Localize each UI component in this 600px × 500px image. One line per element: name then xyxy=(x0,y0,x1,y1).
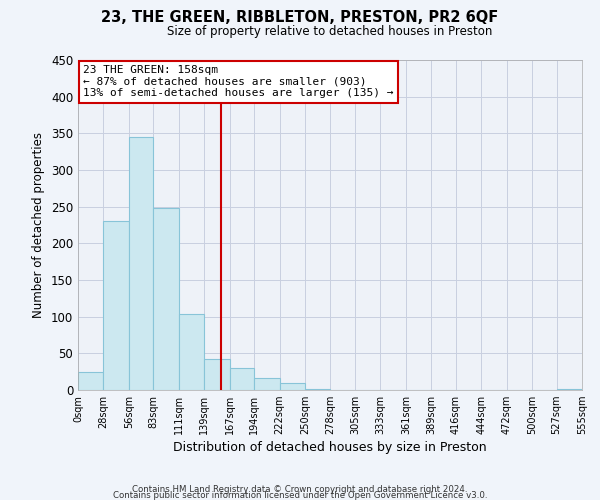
Bar xyxy=(230,368,254,390)
Bar xyxy=(305,388,331,390)
Title: Size of property relative to detached houses in Preston: Size of property relative to detached ho… xyxy=(167,25,493,38)
Bar xyxy=(179,314,204,390)
X-axis label: Distribution of detached houses by size in Preston: Distribution of detached houses by size … xyxy=(173,442,487,454)
Text: Contains public sector information licensed under the Open Government Licence v3: Contains public sector information licen… xyxy=(113,490,487,500)
Bar xyxy=(103,222,129,390)
Text: Contains HM Land Registry data © Crown copyright and database right 2024.: Contains HM Land Registry data © Crown c… xyxy=(132,484,468,494)
Bar xyxy=(280,382,305,390)
Bar xyxy=(129,137,154,390)
Bar xyxy=(204,359,230,390)
Bar xyxy=(154,208,179,390)
Y-axis label: Number of detached properties: Number of detached properties xyxy=(32,132,46,318)
Bar xyxy=(78,372,103,390)
Bar xyxy=(254,378,280,390)
Text: 23, THE GREEN, RIBBLETON, PRESTON, PR2 6QF: 23, THE GREEN, RIBBLETON, PRESTON, PR2 6… xyxy=(101,10,499,25)
Text: 23 THE GREEN: 158sqm
← 87% of detached houses are smaller (903)
13% of semi-deta: 23 THE GREEN: 158sqm ← 87% of detached h… xyxy=(83,65,394,98)
Bar xyxy=(557,388,582,390)
